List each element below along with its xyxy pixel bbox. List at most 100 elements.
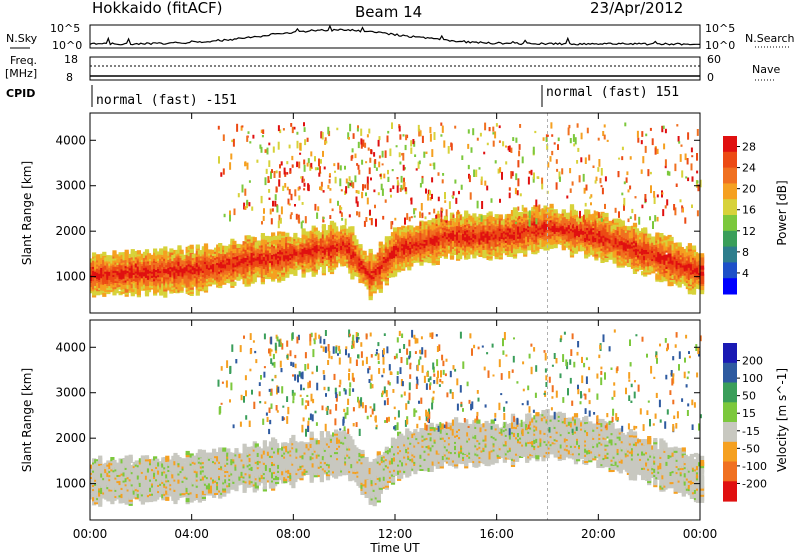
range-cell	[482, 252, 487, 257]
range-cell	[586, 211, 591, 216]
freq-tick-top: 18	[64, 53, 78, 66]
range-cell	[555, 240, 560, 245]
range-cell	[655, 273, 660, 278]
range-cell	[368, 251, 373, 256]
range-cell	[124, 249, 129, 254]
range-cell	[281, 231, 286, 236]
range-cell	[102, 292, 107, 297]
range-cell	[643, 231, 648, 236]
range-cell	[691, 245, 697, 250]
range-cell	[555, 217, 560, 222]
range-cell	[437, 219, 442, 224]
range-cell	[112, 250, 117, 255]
range-cell	[616, 220, 621, 225]
range-cell	[203, 245, 209, 250]
range-cell	[301, 230, 306, 235]
range-cell	[634, 228, 640, 233]
range-cell	[586, 234, 591, 239]
range-cell	[134, 263, 139, 268]
range-cell	[632, 222, 638, 227]
range-cell	[655, 234, 660, 239]
nsearch-label: N.Search	[745, 32, 795, 45]
range-cell	[594, 211, 599, 216]
range-cell	[165, 254, 170, 259]
range-cell	[352, 235, 357, 240]
range-cell	[488, 213, 493, 218]
range-cell	[260, 235, 265, 240]
range-cell	[443, 215, 448, 220]
range-cell	[169, 248, 174, 253]
range-cell	[478, 213, 483, 219]
range-cell	[104, 257, 109, 262]
range-cell	[195, 244, 200, 249]
range-cell	[419, 220, 424, 225]
range-cell	[573, 249, 579, 254]
range-cell	[482, 215, 487, 220]
range-cell	[643, 227, 648, 232]
cpid-segment-2: normal (fast) 151	[546, 85, 679, 100]
range-cell	[687, 243, 692, 248]
range-cell	[555, 213, 560, 218]
range-cell	[252, 237, 257, 242]
range-cell	[586, 252, 591, 257]
range-cell	[525, 232, 530, 237]
range-cell	[266, 236, 272, 241]
range-cell	[663, 236, 668, 241]
range-cell	[510, 232, 516, 237]
range-cell	[604, 217, 609, 222]
range-cell	[226, 246, 231, 251]
range-cell	[195, 291, 200, 296]
range-cell	[362, 250, 367, 255]
range-cell	[106, 255, 111, 260]
range-cell	[677, 242, 682, 247]
range-cell	[350, 226, 355, 231]
range-cell	[435, 213, 440, 218]
range-cell	[332, 222, 337, 227]
range-cell	[301, 234, 306, 239]
range-cell	[651, 236, 656, 241]
range-cell	[616, 234, 621, 240]
range-cell	[401, 225, 406, 230]
range-cell	[159, 281, 164, 286]
range-cell	[561, 209, 566, 214]
range-cell	[535, 248, 540, 253]
range-cell	[608, 220, 613, 225]
range-cell	[114, 254, 119, 259]
range-cell	[393, 227, 398, 232]
range-cell	[449, 212, 455, 217]
range-cell	[512, 207, 518, 212]
range-cell	[616, 239, 621, 244]
range-cell	[260, 233, 265, 238]
range-cell	[232, 281, 237, 286]
range-cell	[130, 249, 135, 254]
cpid-strip: CPID normal (fast) -151 normal (fast) 15…	[6, 85, 679, 108]
range-cell	[226, 278, 231, 284]
range-cell	[354, 239, 359, 244]
range-cell	[232, 244, 237, 250]
range-cell	[246, 235, 251, 240]
nsky-label: N.Sky	[6, 32, 38, 45]
range-cell	[397, 227, 402, 232]
nave-tick-bottom: 0	[707, 71, 714, 84]
range-cell	[350, 275, 355, 280]
range-cell	[232, 240, 237, 245]
range-cell	[378, 284, 383, 289]
range-cell	[236, 243, 241, 249]
range-cell	[301, 228, 306, 233]
station-title: Hokkaido (fitACF)	[92, 0, 223, 17]
range-cell	[687, 251, 692, 256]
range-cell	[92, 252, 97, 257]
range-cell	[230, 238, 235, 243]
range-cell	[535, 205, 540, 210]
range-cell	[149, 254, 154, 259]
range-cell	[525, 220, 530, 225]
range-cell	[523, 244, 528, 249]
range-cell	[488, 217, 493, 222]
range-cell	[323, 230, 328, 235]
freq-strip: Freq. [MHz] 18 8 60 0 Nave	[5, 53, 780, 84]
beam-title: Beam 14	[355, 3, 422, 21]
range-cell	[350, 248, 355, 253]
range-cell	[102, 251, 107, 256]
range-cell	[523, 207, 528, 212]
